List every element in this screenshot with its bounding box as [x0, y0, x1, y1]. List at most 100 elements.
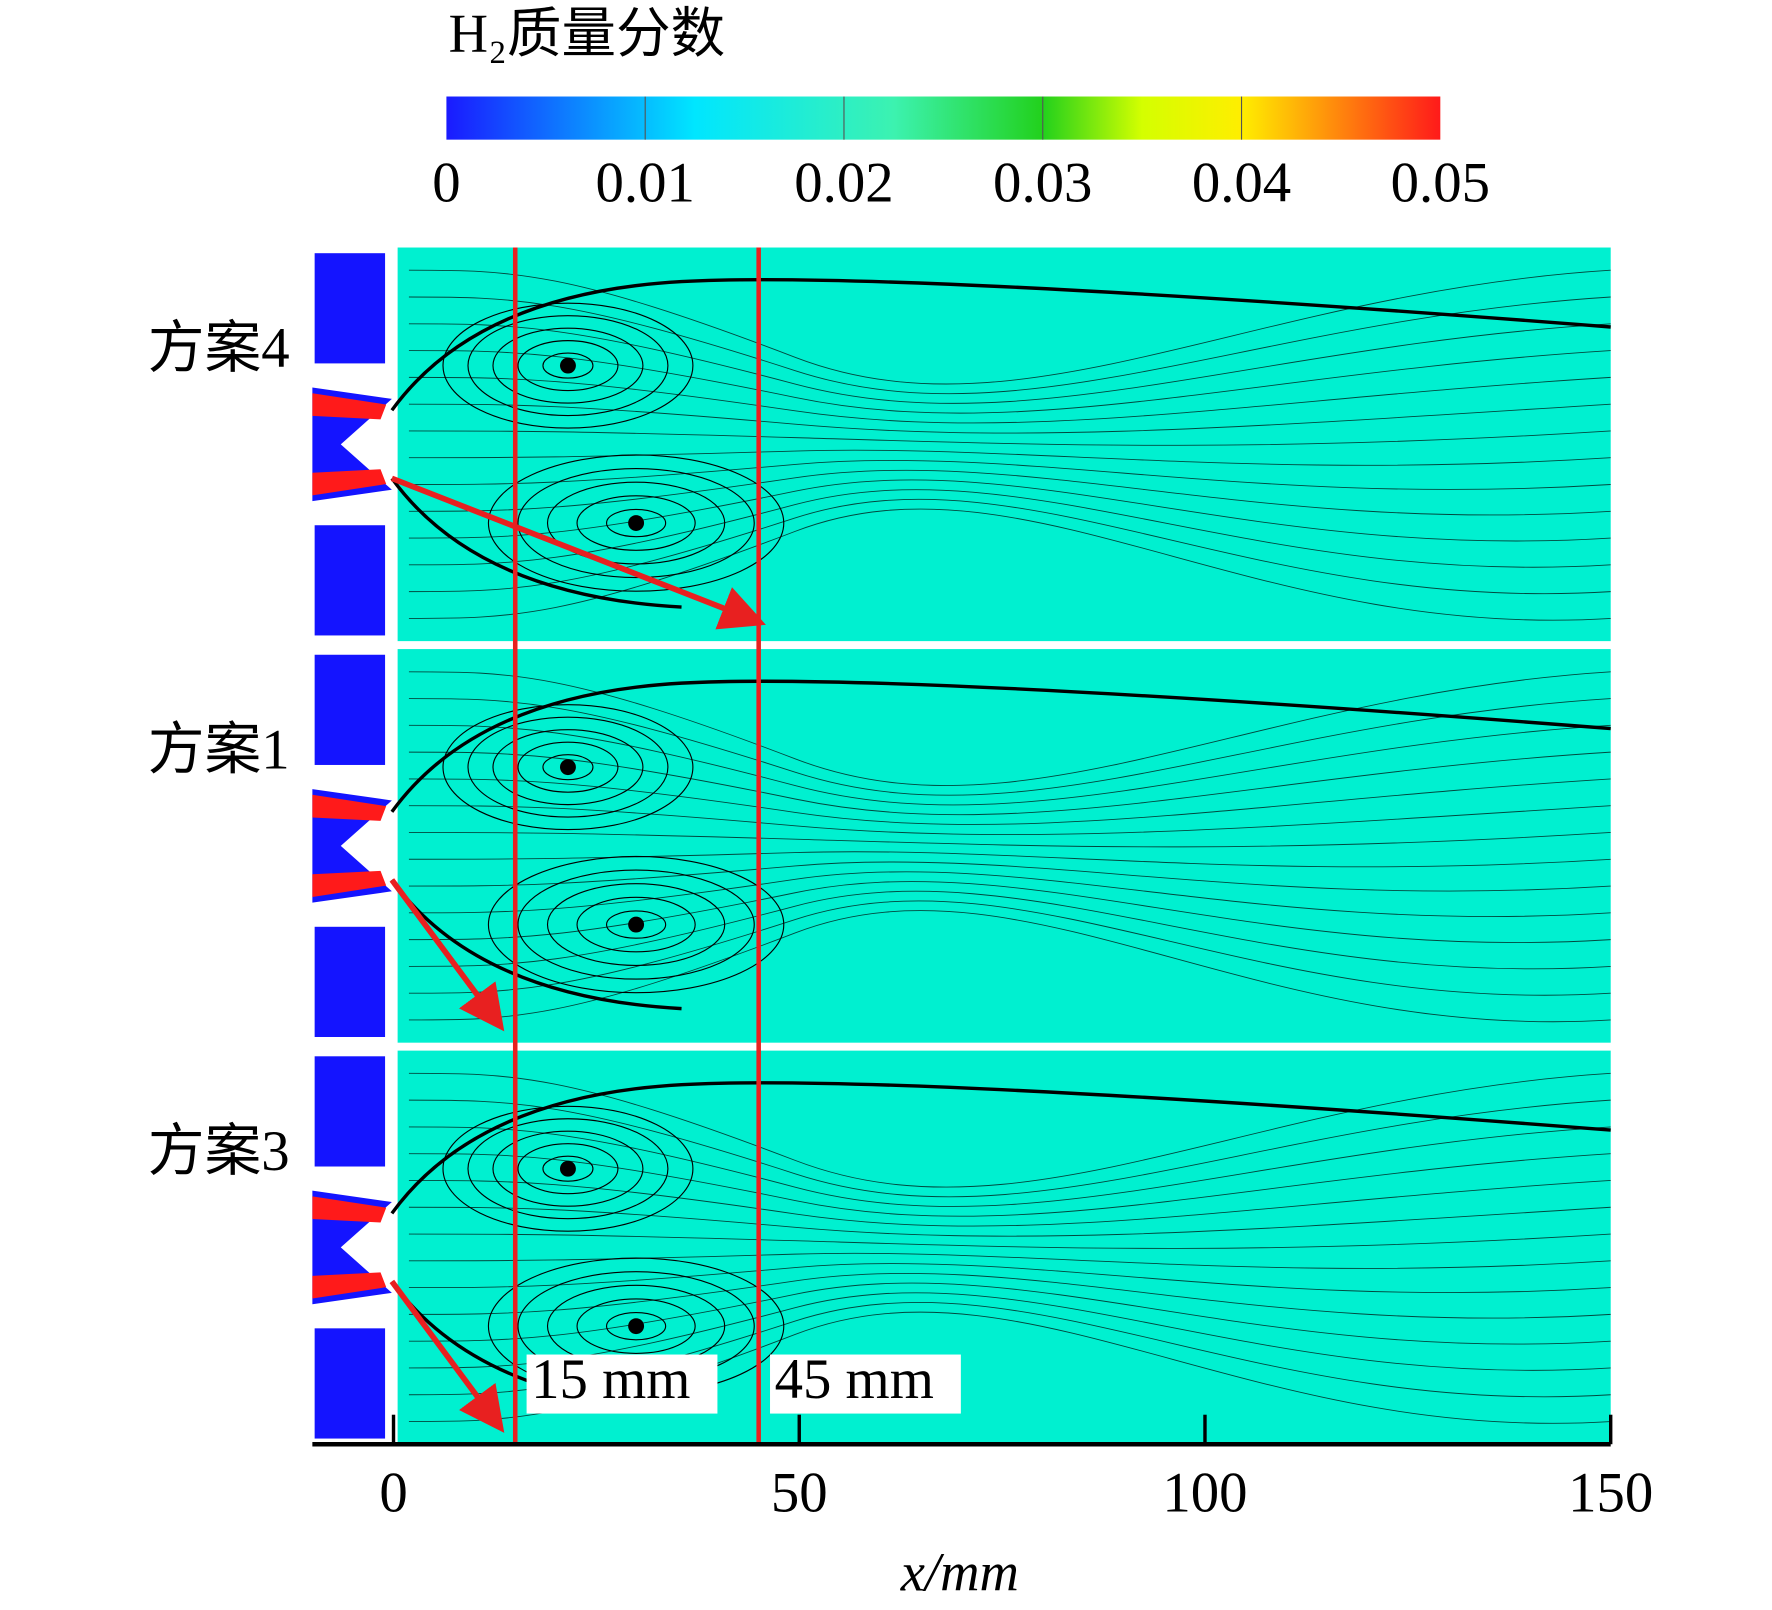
wall-block — [314, 253, 386, 364]
vortex-core — [628, 515, 645, 531]
x-tick-label: 150 — [1568, 1462, 1653, 1525]
vortex — [487, 454, 785, 592]
streamline — [408, 1099, 1611, 1198]
reference-label: 45 mm — [775, 1348, 934, 1411]
streamline — [408, 910, 1611, 1023]
streamline — [408, 1072, 1611, 1188]
streamline — [408, 1263, 1611, 1294]
vortex — [517, 340, 619, 392]
streamline — [408, 890, 1611, 970]
vortex — [546, 883, 726, 967]
colorbar-tick-label: 0.05 — [1391, 152, 1490, 215]
injector-hot — [312, 1196, 387, 1299]
wall-block — [314, 654, 386, 765]
streamline — [408, 1233, 1611, 1249]
arrow — [389, 1279, 505, 1433]
streamline — [408, 449, 1611, 466]
vortex-core — [628, 916, 645, 933]
vortex — [467, 315, 669, 417]
flow-field — [397, 247, 1611, 642]
vortex — [542, 1155, 594, 1182]
vortex — [492, 327, 644, 404]
streamline — [408, 881, 1611, 944]
panel-label: 方案1 — [148, 718, 290, 781]
streamline — [408, 1153, 1611, 1217]
streamline — [408, 508, 1611, 621]
label-box — [770, 1354, 961, 1414]
wall-block — [314, 1056, 386, 1167]
streamline — [408, 832, 1611, 848]
vortex — [492, 1130, 644, 1207]
streamline — [408, 350, 1611, 414]
streamline — [408, 296, 1611, 395]
streamline — [408, 698, 1611, 796]
colorbar-tick-label: 0.03 — [993, 152, 1092, 215]
streamline — [408, 805, 1611, 836]
shear-layer — [390, 477, 682, 609]
vortex — [467, 716, 669, 818]
x-tick-label: 50 — [771, 1462, 828, 1525]
shear-layer — [390, 1081, 1611, 1215]
reference-label: 15 mm — [531, 1348, 690, 1411]
streamline — [408, 459, 1611, 490]
shear-layer — [390, 679, 1611, 813]
vortex-core — [559, 357, 576, 374]
vortex-core — [628, 1318, 645, 1335]
x-axis-label: x/mm — [900, 1542, 1019, 1603]
streamline — [408, 1206, 1611, 1237]
streamline — [408, 376, 1611, 424]
vortex-core — [559, 1160, 576, 1177]
x-tick-label: 0 — [379, 1462, 407, 1525]
wall-block — [314, 926, 386, 1038]
streamline — [408, 1302, 1611, 1398]
colorbar-tick-label: 0.04 — [1192, 152, 1291, 215]
vortex — [542, 754, 594, 781]
colorbar-title: H₂质量分数 — [449, 3, 725, 64]
arrow — [390, 475, 766, 630]
streamline — [408, 489, 1611, 568]
wall-block — [314, 525, 386, 636]
streamline — [408, 1272, 1611, 1319]
streamline — [408, 900, 1611, 996]
streamline — [408, 1126, 1611, 1207]
streamline — [408, 479, 1611, 542]
vortex — [487, 855, 785, 994]
streamline — [408, 1180, 1611, 1227]
panel-label: 方案4 — [148, 317, 290, 380]
vortex — [576, 1298, 696, 1354]
vortex — [576, 896, 696, 953]
panel: 方案1 — [148, 649, 1611, 1043]
streamline — [408, 1292, 1611, 1371]
vortex — [606, 1311, 667, 1341]
streamline — [408, 851, 1611, 868]
vortex — [517, 467, 755, 579]
vortex-core — [559, 759, 576, 776]
injector-hot — [312, 794, 387, 897]
vortex — [442, 1105, 694, 1232]
streamline — [408, 778, 1611, 825]
flow-field — [397, 649, 1611, 1043]
vortex — [467, 1118, 669, 1220]
vortex — [442, 302, 694, 429]
colorbar-tick-label: 0 — [432, 152, 460, 215]
streamline — [408, 671, 1611, 786]
shear-layer — [390, 277, 1611, 412]
panel-label: 方案3 — [148, 1120, 290, 1183]
vortex — [606, 508, 667, 538]
x-tick-label: 100 — [1162, 1462, 1247, 1525]
streamline — [408, 498, 1611, 595]
streamline — [408, 469, 1611, 516]
streamline — [408, 430, 1611, 446]
streamline — [408, 871, 1611, 917]
streamline — [408, 724, 1611, 806]
arrow — [389, 878, 505, 1032]
streamline — [408, 323, 1611, 404]
streamline — [408, 861, 1611, 892]
streamline — [408, 1311, 1611, 1424]
streamline — [408, 751, 1611, 816]
vortex — [606, 910, 667, 939]
streamline — [408, 1252, 1611, 1269]
colorbar-tick-label: 0.01 — [596, 152, 695, 215]
vortex — [517, 1143, 619, 1195]
